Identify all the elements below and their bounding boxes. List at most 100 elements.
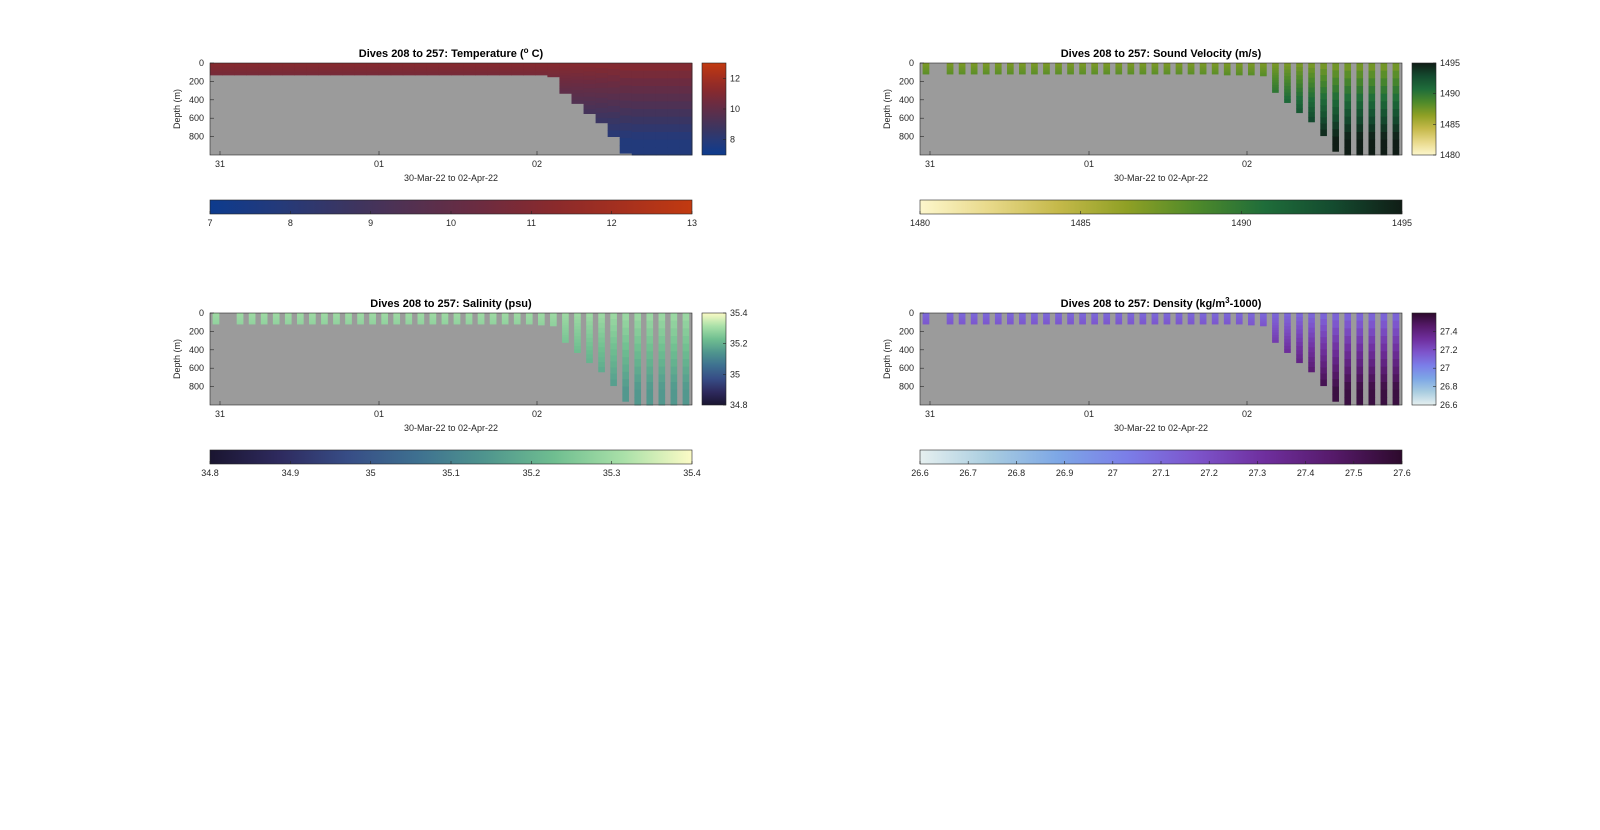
profile-cell bbox=[306, 63, 319, 65]
profile-cell bbox=[451, 64, 464, 67]
profile-cell bbox=[1139, 68, 1147, 70]
profile-cell bbox=[643, 132, 657, 141]
profile-cell bbox=[1103, 320, 1111, 322]
profile-cell bbox=[260, 313, 268, 316]
profile-cell bbox=[438, 70, 452, 73]
profile-cell bbox=[354, 63, 368, 65]
profile-cell bbox=[958, 315, 966, 318]
profile-cell bbox=[405, 322, 413, 324]
profile-cell bbox=[994, 70, 1002, 72]
profile-cell bbox=[294, 69, 307, 72]
profile-cell bbox=[619, 108, 633, 116]
profile-cell bbox=[1139, 71, 1147, 73]
profile-cell bbox=[1151, 72, 1159, 74]
profile-cell bbox=[1091, 68, 1098, 70]
profile-cell bbox=[523, 65, 536, 68]
profile-cell bbox=[634, 389, 642, 398]
profile-cell bbox=[1320, 355, 1327, 362]
profile-cell bbox=[511, 69, 524, 72]
x-tick-label: 02 bbox=[532, 409, 542, 419]
profile-cell bbox=[1235, 315, 1243, 318]
profile-cell bbox=[1019, 316, 1026, 318]
colorbar-tick-label: 35.4 bbox=[683, 468, 701, 478]
profile-cell bbox=[1320, 379, 1327, 387]
profile-cell bbox=[1103, 63, 1111, 66]
profile-cell bbox=[1284, 86, 1291, 90]
colorbar-tick-label: 1485 bbox=[1071, 218, 1091, 228]
profile-cell bbox=[595, 97, 609, 104]
profile-cell bbox=[922, 69, 930, 71]
profile-cell bbox=[1067, 316, 1074, 318]
profile-cell bbox=[1199, 315, 1207, 318]
profile-cell bbox=[547, 75, 560, 78]
profile-cell bbox=[547, 67, 560, 70]
profile-cell bbox=[378, 63, 392, 65]
profile-cell bbox=[1175, 67, 1183, 69]
profile-cell bbox=[402, 68, 416, 71]
profile-cell bbox=[234, 71, 247, 74]
profile-cell bbox=[1284, 95, 1291, 100]
profile-cell bbox=[309, 313, 316, 316]
profile-cell bbox=[1175, 70, 1183, 72]
profile-cell bbox=[982, 320, 990, 322]
profile-cell bbox=[1139, 66, 1147, 68]
profile-cell bbox=[1260, 72, 1267, 75]
profile-cell bbox=[453, 322, 461, 324]
profile-cell bbox=[1127, 313, 1135, 315]
profile-cell bbox=[1103, 68, 1111, 70]
profile-cell bbox=[1055, 321, 1062, 323]
profile-cell bbox=[607, 124, 621, 131]
profile-cell bbox=[1031, 63, 1038, 66]
profile-cell bbox=[1067, 320, 1074, 322]
profile-cell bbox=[1043, 65, 1050, 68]
profile-cell bbox=[670, 351, 678, 360]
profile-cell bbox=[234, 73, 247, 76]
colorbar-tick-label: 1495 bbox=[1392, 218, 1412, 228]
profile-cell bbox=[405, 320, 413, 322]
profile-cell bbox=[1115, 314, 1123, 317]
profile-cell bbox=[366, 64, 380, 67]
profile-cell bbox=[306, 72, 319, 75]
profile-cell bbox=[610, 355, 617, 362]
profile-cell bbox=[1067, 315, 1074, 318]
profile-cell bbox=[559, 88, 572, 92]
profile-cell bbox=[393, 313, 401, 316]
profile-cell bbox=[1055, 70, 1062, 72]
profile-cell bbox=[1392, 101, 1400, 110]
profile-cell bbox=[246, 72, 259, 75]
profile-cell bbox=[1031, 313, 1038, 316]
profile-cell bbox=[1055, 313, 1062, 316]
profile-cell bbox=[1223, 322, 1231, 324]
profile-cell bbox=[402, 66, 416, 69]
profile-cell bbox=[1139, 316, 1147, 318]
profile-cell bbox=[236, 316, 244, 318]
profile-cell bbox=[1103, 316, 1111, 318]
profile-cell bbox=[272, 315, 280, 318]
profile-cell bbox=[982, 322, 990, 324]
profile-cell bbox=[583, 75, 597, 81]
profile-cell bbox=[946, 66, 954, 68]
profile-cell bbox=[583, 63, 597, 68]
profile-cell bbox=[1211, 67, 1219, 69]
profile-cell bbox=[463, 69, 476, 72]
profile-cell bbox=[1091, 319, 1098, 321]
profile-cell bbox=[922, 72, 930, 74]
colorbar-tick-label: 27.1 bbox=[1152, 468, 1170, 478]
profile-cell bbox=[946, 319, 954, 321]
profile-cell bbox=[294, 73, 307, 76]
profile-cell bbox=[1151, 317, 1159, 319]
profile-cell bbox=[598, 322, 605, 329]
profile-cell bbox=[658, 366, 666, 375]
y-axis-label: Depth (m) bbox=[172, 89, 182, 129]
profile-cell bbox=[330, 65, 344, 68]
profile-cell bbox=[1079, 71, 1086, 73]
profile-cell bbox=[922, 314, 930, 317]
profile-cell bbox=[1115, 67, 1123, 69]
profile-cell bbox=[547, 64, 560, 66]
profile-cell bbox=[501, 313, 509, 315]
profile-cell bbox=[1260, 324, 1267, 327]
y-tick-label: 200 bbox=[899, 76, 914, 86]
profile-cell bbox=[970, 73, 978, 75]
profile-cell bbox=[583, 105, 597, 110]
profile-cell bbox=[1043, 314, 1050, 317]
